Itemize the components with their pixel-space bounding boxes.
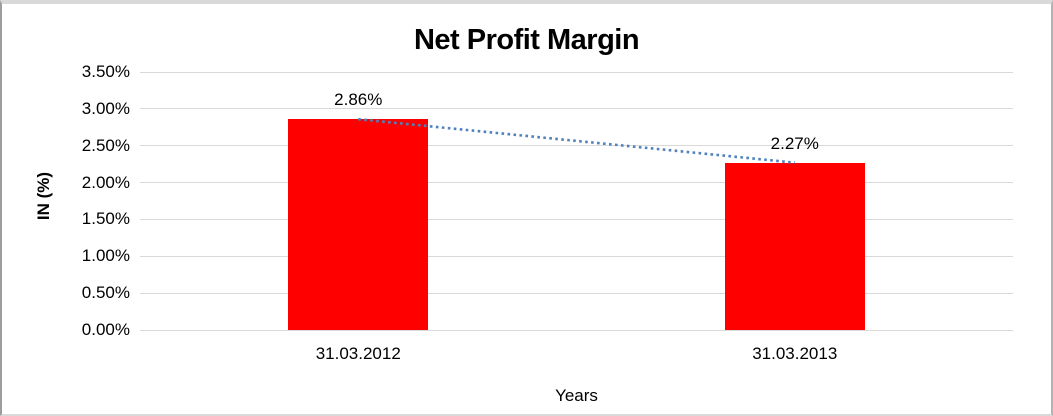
bar-31.03.2012 <box>288 119 429 330</box>
plot-area: 3.50% 3.00% 2.50% 2.00% 1.50% 1.00% 0.50% 0.00%… <box>2 4 1051 414</box>
x-axis-tick-label: 31.03.2012 <box>315 344 401 363</box>
gridline <box>140 292 1013 294</box>
gridline <box>140 182 1013 184</box>
gridline <box>140 108 1013 110</box>
x-axis-title: Years <box>555 386 598 405</box>
y-axis-tick-label: 3.00% <box>81 98 130 118</box>
y-axis-tick-label: 1.50% <box>81 209 130 229</box>
y-axis-tick-label: 0.00% <box>81 320 130 339</box>
bar-data-label: 2.86% <box>334 90 383 110</box>
x-axis-tick-label: 31.03.2013 <box>752 344 838 363</box>
gridline <box>140 145 1013 147</box>
y-axis-tick-label: 2.00% <box>81 172 130 192</box>
chart-title: Net Profit Margin <box>413 24 640 56</box>
gridline <box>140 255 1013 257</box>
y-axis-tick-label: 2.50% <box>81 135 130 155</box>
y-axis-tick-label: 1.00% <box>81 246 130 266</box>
gridline <box>140 329 1013 331</box>
trendline <box>358 117 795 164</box>
bar-data-label: 2.27% <box>770 133 819 153</box>
bar-31.03.2013 <box>724 162 865 330</box>
gridline <box>140 71 1013 73</box>
gridline <box>140 218 1013 220</box>
y-axis-tick-label: 3.50% <box>81 62 130 81</box>
y-axis-tick-label: 0.50% <box>81 283 130 303</box>
